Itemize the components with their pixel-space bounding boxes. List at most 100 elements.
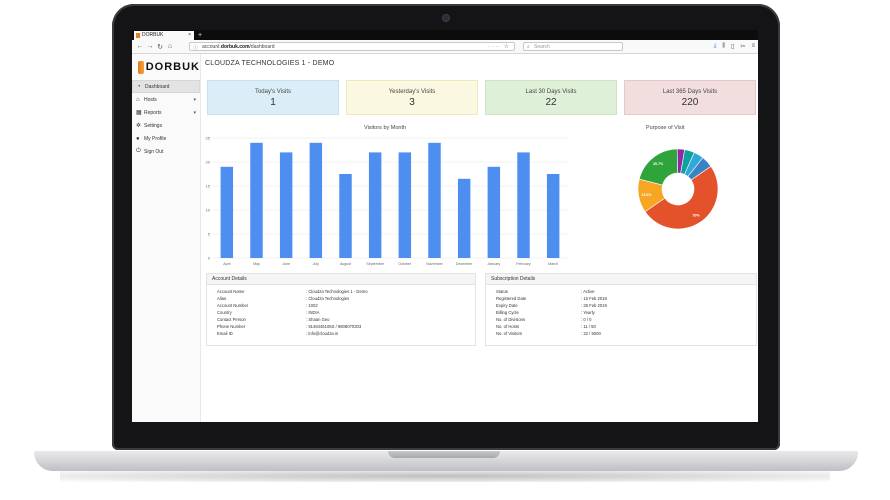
panel-title: Subscription Details bbox=[486, 274, 756, 285]
detail-key: Registered Date bbox=[496, 296, 527, 301]
stat-value: 1 bbox=[270, 97, 276, 108]
sidebar-item-my-profile[interactable]: ● My Profile bbox=[132, 132, 200, 145]
stat-card-30-days: Last 30 Days Visits 22 bbox=[485, 80, 617, 115]
stat-value: 3 bbox=[409, 97, 415, 108]
stat-card-yesterday: Yesterday's Visits 3 bbox=[346, 80, 478, 115]
visitors-by-month-chart: 0 5 10 15 20 25 April May June July August Septembe… bbox=[206, 136, 568, 266]
detail-key: Alias bbox=[217, 296, 227, 301]
search-input[interactable]: ⌕ Search bbox=[523, 42, 623, 51]
stat-label: Today's Visits bbox=[254, 89, 292, 95]
sidebar-item-label: Hosts bbox=[144, 96, 157, 103]
sidebar-item-dashboard[interactable]: ◔ Dashboard bbox=[132, 80, 200, 93]
bar bbox=[457, 178, 471, 258]
detail-key: No. of Visitors bbox=[496, 331, 522, 336]
bar bbox=[250, 142, 263, 258]
detail-value: : Active bbox=[581, 289, 595, 294]
x-tick-label: February bbox=[516, 262, 531, 266]
detail-key: Country bbox=[217, 310, 232, 315]
sidebar-item-settings[interactable]: ✲ Settings bbox=[132, 119, 200, 132]
download-icon[interactable]: ⤓ bbox=[713, 43, 717, 49]
browser-tools: ⤓ ⫼ ▯ ✂ ≡ bbox=[714, 43, 755, 50]
url-actions[interactable]: ··· ☆ bbox=[487, 44, 511, 50]
sidebar-item-label: Reports bbox=[144, 109, 162, 116]
url-domain: dorbuk.com bbox=[220, 44, 250, 50]
detail-key: Expiry Date bbox=[496, 303, 518, 308]
bar bbox=[428, 142, 441, 258]
detail-key: No. of Hosts bbox=[496, 324, 520, 329]
pie-slice bbox=[687, 157, 712, 181]
detail-key: Status bbox=[496, 289, 508, 294]
stat-label: Last 30 Days Visits bbox=[525, 89, 577, 95]
slice-label: 13.6% bbox=[641, 193, 652, 197]
detail-row: Status : Active bbox=[486, 288, 756, 295]
detail-row: No. of Hosts: 11 / 50 bbox=[486, 323, 756, 330]
y-tick-label: 15 bbox=[206, 184, 211, 189]
app: DORBUK ◔ Dashboard ⌂ Hosts ▾ ▦ Reports ▾ bbox=[132, 54, 758, 422]
detail-row: Phone Number: 9148445106S / 9808070303 bbox=[207, 323, 475, 330]
tab-title: DORBUK bbox=[142, 32, 164, 38]
bar-chart-title: Visitors by Month bbox=[364, 125, 407, 131]
reload-icon[interactable]: ↻ bbox=[157, 43, 163, 51]
url-path: /dashboard bbox=[249, 44, 275, 50]
stat-card-today: Today's Visits 1 bbox=[207, 80, 339, 115]
screen: DORBUK × + ← → ↻ ⌂ ⓘ account.dorbuk.com/… bbox=[132, 30, 758, 422]
browser-navbar: ← → ↻ ⌂ ⓘ account.dorbuk.com/dashboard ·… bbox=[132, 40, 758, 54]
sidebar-item-sign-out[interactable]: ⏻ Sign Out bbox=[132, 145, 200, 158]
new-tab-button[interactable]: + bbox=[198, 32, 203, 39]
forward-icon[interactable]: → bbox=[146, 43, 154, 50]
logo[interactable]: DORBUK bbox=[132, 54, 200, 80]
page-title: CLOUDZA TECHNOLOGIES 1 - DEMO bbox=[205, 60, 335, 67]
power-icon: ⏻ bbox=[136, 148, 141, 154]
library-icon[interactable]: ⫼ bbox=[722, 43, 726, 49]
detail-value: : 28 Feb 2019 bbox=[581, 303, 607, 308]
account-details-panel: Account Details Account Name: Cloudza Te… bbox=[206, 273, 476, 346]
detail-value: : Cloudza Technologies bbox=[306, 296, 350, 301]
detail-value: : Yearly bbox=[581, 310, 595, 315]
sidebar-item-label: Settings bbox=[144, 122, 163, 129]
favicon-icon bbox=[136, 33, 140, 38]
url-bar[interactable]: ⓘ account.dorbuk.com/dashboard ··· ☆ bbox=[189, 42, 515, 51]
bar bbox=[339, 174, 352, 258]
user-icon: ● bbox=[136, 135, 140, 142]
sidebar-item-label: My Profile bbox=[144, 135, 167, 142]
stat-label: Yesterday's Visits bbox=[388, 89, 436, 95]
detail-row: Country: INDIA bbox=[207, 309, 475, 316]
sidebar: DORBUK ◔ Dashboard ⌂ Hosts ▾ ▦ Reports ▾ bbox=[132, 54, 201, 422]
bar bbox=[368, 152, 382, 258]
y-tick-label: 5 bbox=[208, 232, 211, 237]
sidebar-item-reports[interactable]: ▦ Reports ▾ bbox=[132, 106, 200, 119]
menu-icon[interactable]: ≡ bbox=[751, 43, 755, 49]
y-tick-label: 0 bbox=[208, 256, 211, 261]
laptop-notch bbox=[388, 451, 500, 458]
screenshot-icon[interactable]: ✂ bbox=[740, 44, 746, 50]
search-icon: ⌕ bbox=[527, 44, 530, 50]
detail-row: Account Name : Cloudza Technologies 1 - D… bbox=[207, 288, 475, 295]
x-tick-label: April bbox=[223, 262, 230, 266]
slice-label: 20.7% bbox=[653, 162, 664, 166]
detail-row: Contact Person: Shaan Geo bbox=[207, 316, 475, 323]
bar bbox=[517, 152, 530, 258]
back-icon[interactable]: ← bbox=[136, 43, 144, 50]
detail-key: Account Name bbox=[217, 289, 245, 294]
pie-slice bbox=[638, 148, 678, 186]
detail-key: Email ID bbox=[217, 331, 233, 336]
stat-label: Last 365 Days Visits bbox=[662, 89, 718, 95]
detail-value: : 0 / 0 bbox=[581, 317, 592, 322]
sidebar-item-hosts[interactable]: ⌂ Hosts ▾ bbox=[132, 93, 200, 106]
slice-label: 50% bbox=[693, 214, 701, 218]
y-tick-label: 20 bbox=[206, 160, 211, 165]
sidebar-toggle-icon[interactable]: ▯ bbox=[731, 44, 735, 50]
bar bbox=[487, 166, 501, 258]
bar bbox=[546, 174, 560, 258]
detail-value: : Cloudza Technologies 1 - Demo bbox=[306, 289, 368, 294]
detail-key: Account Number bbox=[217, 303, 249, 308]
detail-row: No. of Divisions: 0 / 0 bbox=[486, 316, 756, 323]
detail-key: Billing Cycle bbox=[496, 310, 519, 315]
close-tab-icon[interactable]: × bbox=[188, 32, 191, 38]
home-button-icon[interactable]: ⌂ bbox=[167, 43, 173, 50]
detail-row: Account Number: 1002 bbox=[207, 302, 475, 309]
main-content: CLOUDZA TECHNOLOGIES 1 - DEMO Today's Vi… bbox=[200, 54, 758, 422]
bar bbox=[220, 166, 234, 258]
browser-tab[interactable]: DORBUK × bbox=[134, 31, 194, 40]
